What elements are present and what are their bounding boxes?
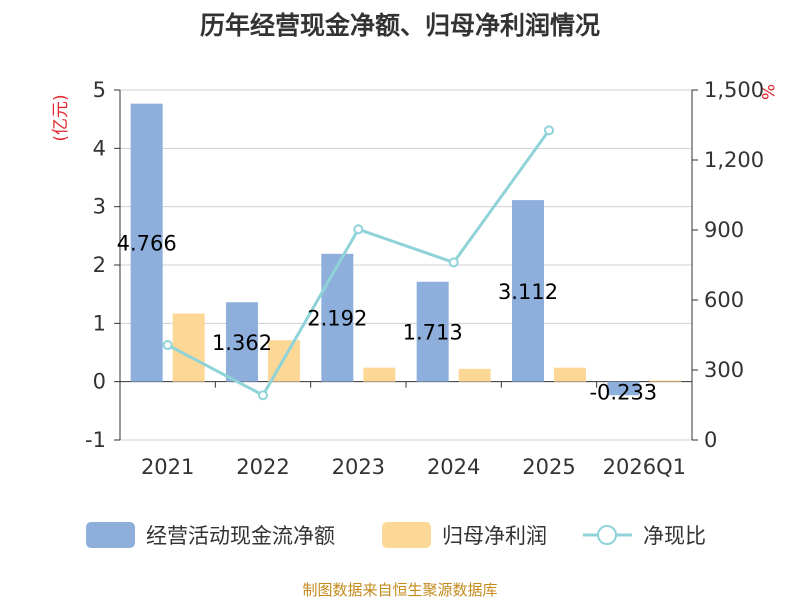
legend: 经营活动现金流净额 归母净利润 净现比	[86, 522, 706, 548]
cash-flow-label: 2.192	[307, 307, 367, 331]
gridlines	[120, 89, 692, 441]
cash-flow-bar	[321, 253, 354, 382]
net-profit-bar	[554, 367, 586, 382]
right-tick-label: 1,500	[704, 78, 764, 102]
right-tick-label: 300	[704, 358, 744, 382]
data-labels: 4.766 1.362 2.192 1.713 3.112 -0.233	[117, 232, 658, 405]
ratio-line-path	[166, 129, 551, 398]
ratio-point	[353, 224, 364, 235]
x-tick-label: 2026Q1	[603, 455, 686, 479]
x-tick-label: 2024	[427, 455, 480, 479]
x-tick-label: 2025	[522, 455, 575, 479]
legend-swatch-net-profit	[382, 522, 431, 548]
cash-flow-bar	[226, 302, 258, 382]
cash-flow-label: 4.766	[117, 232, 177, 256]
bars	[130, 103, 682, 396]
left-axis-unit: (亿元)	[51, 94, 71, 141]
legend-label-cash-flow: 经营活动现金流净额	[146, 524, 335, 548]
cash-flow-bar	[416, 281, 449, 382]
right-tick-label: 900	[704, 218, 744, 242]
left-tick-label: 3	[93, 195, 106, 219]
cash-flow-bar	[130, 103, 163, 382]
cash-flow-label: 1.362	[212, 331, 272, 355]
left-tick-label: 0	[93, 370, 106, 394]
cash-flow-label: 1.713	[403, 321, 463, 345]
ratio-point	[448, 257, 459, 268]
net-profit-bar	[458, 368, 491, 382]
legend-label-net-profit: 归母净利润	[442, 524, 547, 548]
legend-label-ratio: 净现比	[643, 524, 706, 548]
net-profit-bar	[172, 313, 205, 382]
cash-flow-label: -0.233	[589, 380, 657, 404]
source-note: 制图数据来自恒生聚源数据库	[302, 581, 497, 599]
x-tick-label: 2022	[236, 455, 289, 479]
ratio-line	[162, 125, 554, 401]
cash-flow-bar	[512, 200, 544, 382]
chart-title: 历年经营现金净额、归母净利润情况	[200, 11, 600, 40]
net-profit-bar	[649, 380, 682, 382]
right-tick-label: 0	[704, 428, 717, 452]
left-tick-label: 2	[93, 253, 106, 277]
x-tick-label: 2021	[141, 455, 194, 479]
right-tick-label: 1,200	[704, 148, 764, 172]
legend-swatch-cash-flow	[86, 522, 135, 548]
ratio-point	[544, 125, 554, 136]
cash-flow-label: 3.112	[498, 280, 558, 304]
left-tick-label: 1	[93, 311, 106, 335]
legend-swatch-ratio-marker	[597, 525, 617, 545]
net-profit-bar	[363, 367, 396, 382]
right-tick-label: 600	[704, 288, 744, 312]
left-tick-label: -1	[85, 428, 106, 452]
cash-flow-bar	[607, 381, 640, 396]
left-tick-label: 5	[93, 78, 106, 102]
right-axis-unit: %	[757, 84, 777, 100]
axes: -1 0 1 2 3 4 5 0 300 600 900 1,200 1,500 2021 2022 2023…	[85, 78, 764, 479]
x-tick-label: 2023	[332, 455, 385, 479]
left-tick-label: 4	[93, 136, 106, 160]
ratio-point	[258, 390, 268, 401]
ratio-point	[162, 340, 173, 351]
